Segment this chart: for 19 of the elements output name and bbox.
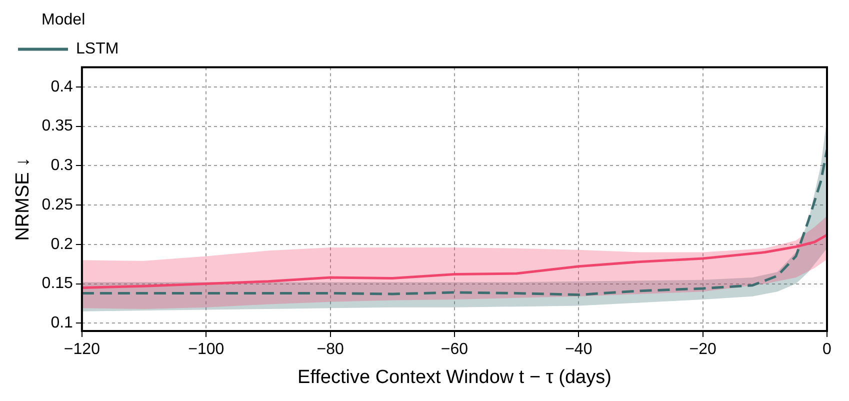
y-tick-label: 0.15 xyxy=(42,275,74,292)
line-series xyxy=(82,148,827,296)
x-axis-title: Effective Context Window t − τ (days) xyxy=(298,366,612,388)
y-tick-label: 0.3 xyxy=(50,157,74,174)
x-tick-label: −80 xyxy=(316,341,344,358)
x-tick-label: −20 xyxy=(689,341,716,358)
y-tick-label: 0.2 xyxy=(50,236,74,253)
y-tick-label: 0.4 xyxy=(50,78,74,96)
y-tick-label: 0.25 xyxy=(42,196,74,214)
x-tick-label: 0 xyxy=(822,341,832,358)
y-tick-label: 0.35 xyxy=(42,118,74,135)
x-tick-label: −60 xyxy=(440,341,468,358)
y-axis-title: NRMSE ↓ xyxy=(12,157,34,241)
y-tick-label: 0.1 xyxy=(50,314,74,332)
x-tick-label: −100 xyxy=(188,341,224,358)
legend-title: Model xyxy=(42,11,86,28)
legend-label: LSTM xyxy=(76,40,119,58)
x-tick-label: −40 xyxy=(565,341,592,358)
x-tick-label: −120 xyxy=(64,341,100,358)
